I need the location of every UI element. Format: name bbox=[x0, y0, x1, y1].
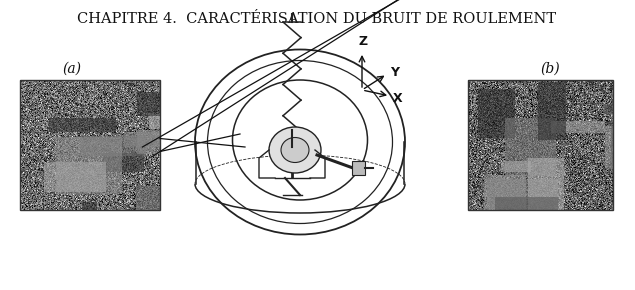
Text: Y: Y bbox=[390, 66, 399, 79]
Bar bbox=[352, 161, 365, 175]
Bar bbox=[468, 80, 613, 210]
Text: CHAPITRE 4.  CARACTÉRISATION DU BRUIT DE ROULEMENT: CHAPITRE 4. CARACTÉRISATION DU BRUIT DE … bbox=[77, 12, 556, 26]
Ellipse shape bbox=[281, 137, 309, 162]
Text: X: X bbox=[393, 92, 403, 104]
Ellipse shape bbox=[208, 61, 392, 224]
Ellipse shape bbox=[232, 80, 368, 200]
Text: (b): (b) bbox=[540, 62, 560, 76]
Ellipse shape bbox=[195, 50, 405, 235]
Text: (a): (a) bbox=[62, 62, 81, 76]
Text: Z: Z bbox=[358, 35, 368, 48]
Bar bbox=[20, 80, 160, 210]
Ellipse shape bbox=[269, 127, 321, 173]
Bar bbox=[155, 20, 455, 250]
